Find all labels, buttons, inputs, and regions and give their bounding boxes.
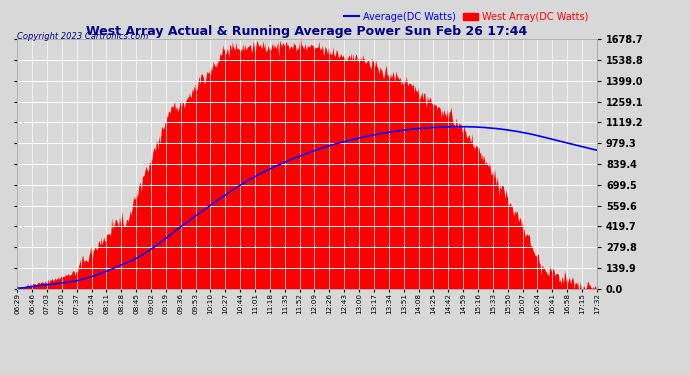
Title: West Array Actual & Running Average Power Sun Feb 26 17:44: West Array Actual & Running Average Powe…	[86, 25, 528, 38]
Text: Copyright 2023 Cartronics.com: Copyright 2023 Cartronics.com	[17, 32, 148, 41]
Legend: Average(DC Watts), West Array(DC Watts): Average(DC Watts), West Array(DC Watts)	[340, 8, 592, 26]
